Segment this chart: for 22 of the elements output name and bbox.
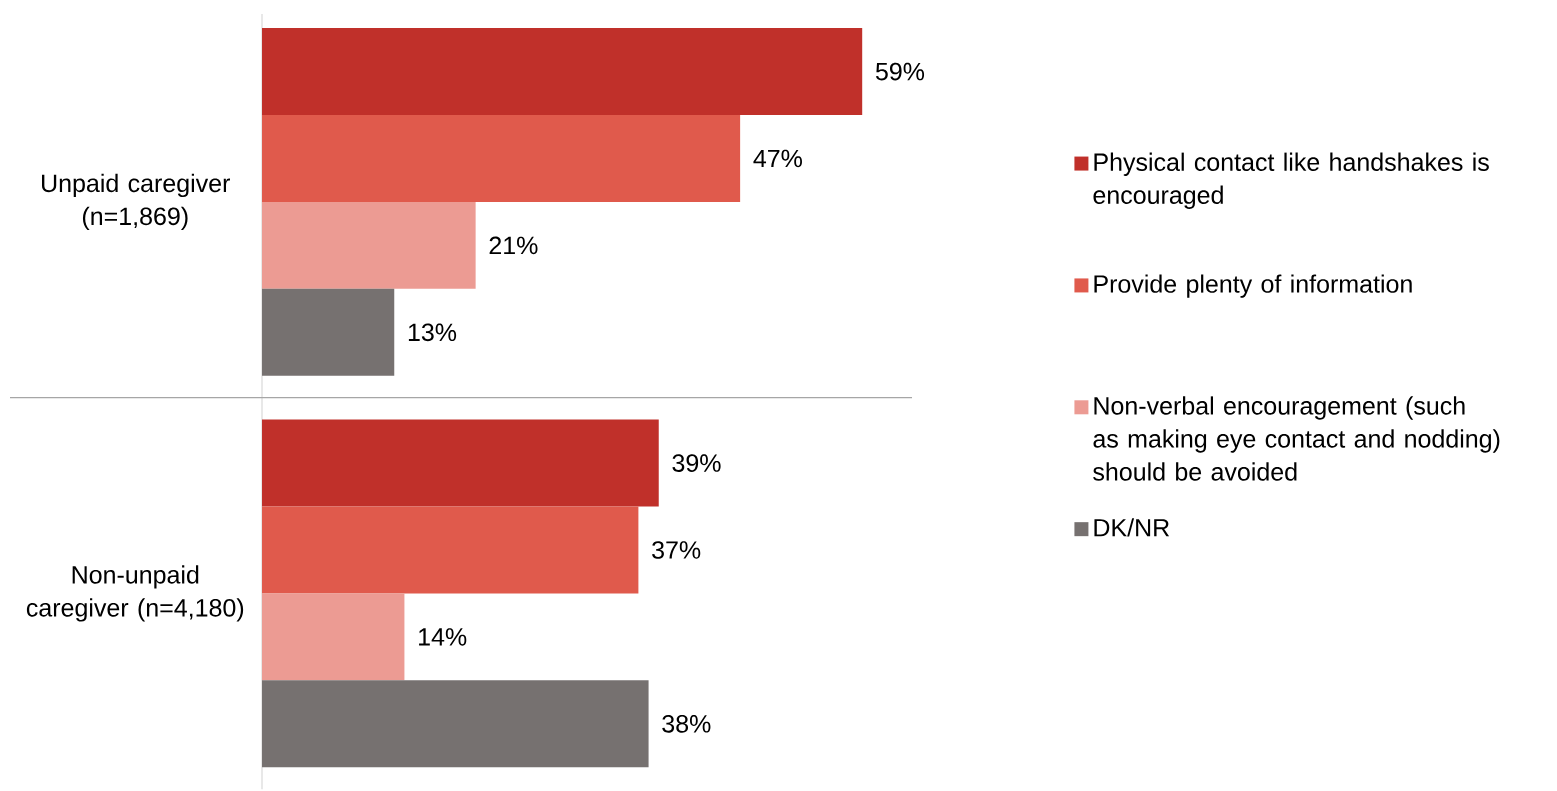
bar (262, 115, 741, 202)
bar (262, 680, 649, 768)
data-label: 47% (753, 149, 802, 168)
bar (262, 593, 405, 681)
bar (262, 288, 395, 376)
bar (262, 201, 476, 289)
bar (262, 419, 659, 507)
legend-label: DK/NR (1094, 518, 1170, 537)
legend-label: Provide plenty of information (1094, 274, 1412, 298)
legend-label: Non-verbal encouragement (such as making eye contact and nodding) should be avoided (1093, 396, 1500, 481)
data-label: 13% (408, 323, 457, 342)
y-tick-label: Unpaid caregiver (n=1,869) (42, 173, 230, 231)
data-label: 14% (419, 628, 467, 646)
bar (262, 28, 863, 116)
data-label: 59% (875, 62, 925, 81)
data-label: 39% (672, 454, 721, 472)
data-label: 21% (489, 236, 538, 255)
y-tick-label: Non-unpaid caregiver (n=4,180) (26, 565, 244, 622)
data-label: 37% (652, 541, 701, 559)
bar (262, 506, 639, 594)
data-label: 38% (662, 714, 711, 733)
legend-label: Physical contact like handshakes is encouraged (1093, 152, 1489, 209)
